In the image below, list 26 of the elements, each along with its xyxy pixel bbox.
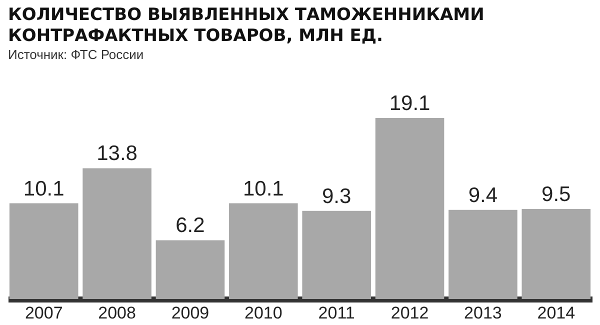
x-tick-label: 2010 — [244, 304, 282, 322]
bar — [156, 240, 225, 299]
bar — [82, 168, 152, 299]
bar — [522, 208, 591, 299]
data-label: 9.3 — [322, 184, 352, 208]
x-tick-label: 2012 — [390, 304, 429, 322]
data-label: 19.1 — [389, 92, 430, 115]
bar — [229, 203, 298, 299]
x-tick-label: 2014 — [537, 304, 576, 322]
data-label: 10.1 — [23, 177, 64, 200]
x-tick-label: 2011 — [318, 304, 355, 322]
data-label: 9.4 — [468, 184, 498, 207]
x-tick-label: 2013 — [464, 304, 502, 322]
x-tick-label: 2009 — [171, 304, 210, 322]
data-label: 9.5 — [542, 182, 571, 206]
x-tick-label: 2008 — [98, 304, 136, 322]
data-label: 13.8 — [96, 142, 138, 166]
chart-title: КОЛИЧЕСТВО ВЫЯВЛЕННЫХ ТАМОЖЕННИКАМИ КОНТРАФАКТНЫХ ТОВАРОВ, МЛН ЕД. — [8, 5, 484, 46]
data-label: 6.2 — [176, 214, 205, 238]
data-label: 10.1 — [242, 177, 284, 200]
bar — [9, 203, 78, 299]
text: Источник: ФТС России — [8, 47, 144, 62]
bar — [448, 210, 518, 299]
bar — [302, 210, 371, 299]
x-tick-label: 2007 — [24, 304, 63, 322]
bar — [375, 118, 444, 299]
